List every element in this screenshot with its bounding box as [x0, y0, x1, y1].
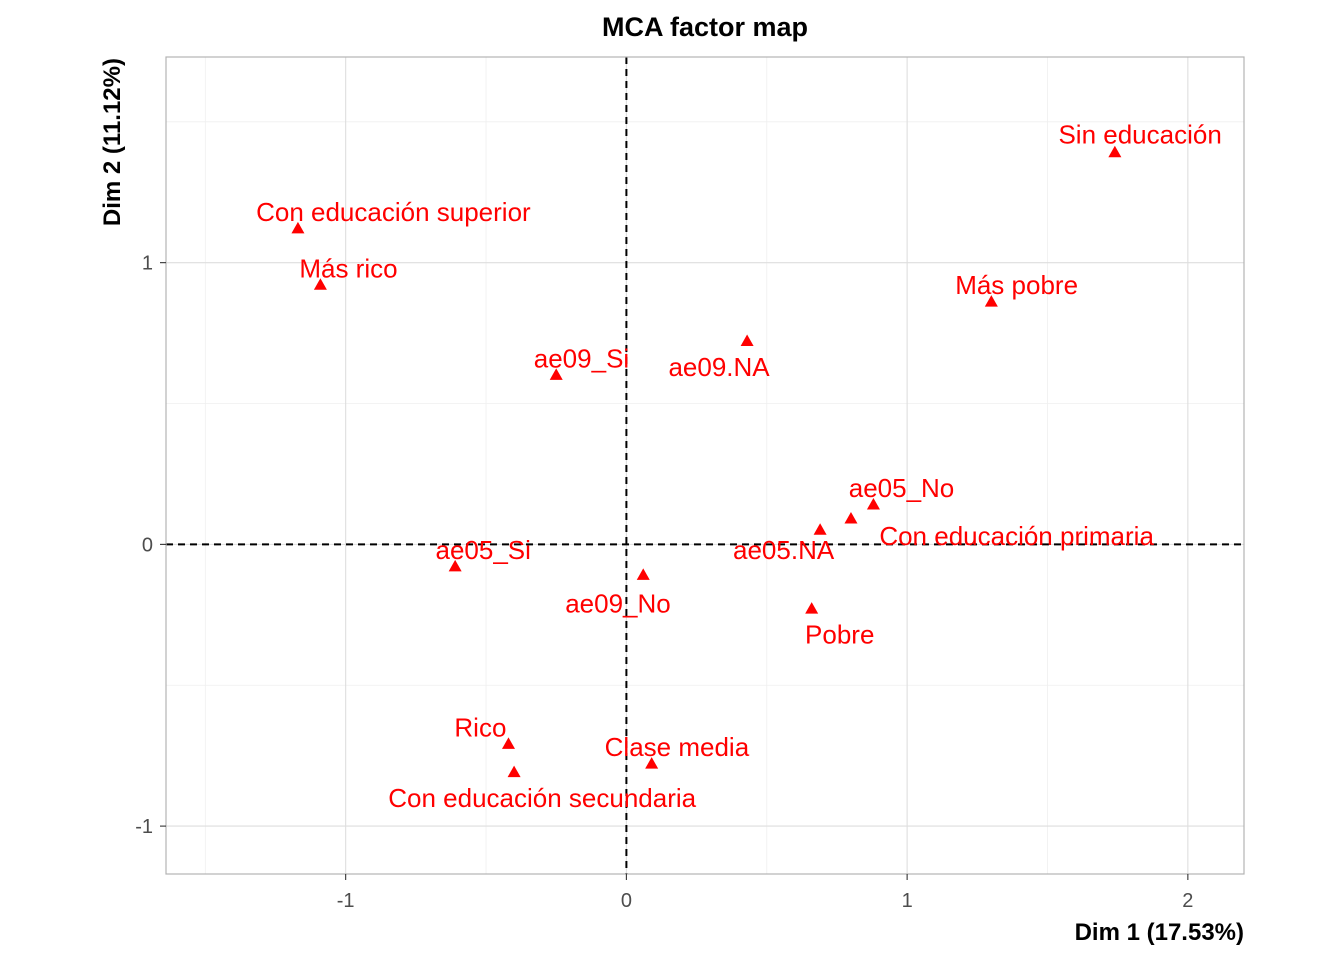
- data-point-label: Pobre: [805, 620, 874, 650]
- data-point-label: ae09.NA: [668, 352, 770, 382]
- data-point-label: ae09_No: [565, 589, 671, 619]
- data-point-marker: [549, 368, 563, 380]
- y-tick-label: 0: [142, 534, 153, 556]
- data-point-label: ae09_Si: [534, 343, 629, 373]
- x-tick-label: -1: [337, 890, 355, 912]
- x-tick-label: 0: [621, 890, 632, 912]
- data-point-marker: [1108, 145, 1122, 158]
- data-point-label: Más rico: [299, 253, 397, 283]
- data-point-label: Rico: [454, 713, 506, 743]
- data-point-marker: [813, 523, 827, 535]
- data-point-label: Sin educación: [1058, 119, 1221, 149]
- reference-lines: [166, 57, 1244, 874]
- y-tick-label: -1: [135, 816, 153, 838]
- x-axis-title: Dim 1 (17.53%): [1075, 919, 1244, 946]
- data-point-label: ae05_No: [849, 473, 955, 503]
- data-point-marker: [645, 757, 659, 769]
- data-point-label: Con educación primaria: [879, 521, 1154, 551]
- data-point-marker: [448, 559, 462, 572]
- data-point-marker: [844, 512, 858, 524]
- y-tick-label: 1: [142, 253, 153, 275]
- data-point-marker: [636, 568, 650, 580]
- data-point-marker: [507, 765, 521, 778]
- data-point-label: ae05_Si: [436, 535, 531, 565]
- data-point-marker: [291, 221, 305, 234]
- x-tick-label: 1: [902, 890, 913, 912]
- data-points: Sin educación Con educación superior Más r…: [256, 119, 1222, 812]
- data-point-marker: [313, 278, 327, 290]
- chart-title: MCA factor map: [602, 12, 808, 42]
- axis-ticks: -1 0 1 2 -1 0 1: [135, 253, 1193, 912]
- data-point-label: Con educación secundaria: [388, 783, 696, 813]
- y-axis-title: Dim 2 (11.12%): [99, 58, 126, 226]
- data-point-marker: [805, 602, 819, 614]
- data-point-label: ae05.NA: [733, 535, 835, 565]
- x-tick-label: 2: [1182, 890, 1193, 912]
- data-point-marker: [866, 497, 880, 510]
- plot-panel-border: [165, 56, 1245, 875]
- data-point-marker: [501, 737, 515, 749]
- data-point-marker: [740, 334, 754, 347]
- data-point-label: Clase media: [605, 732, 750, 762]
- data-point-label: Con educación superior: [256, 197, 531, 227]
- data-point-label: Más pobre: [955, 270, 1078, 300]
- grid: [166, 57, 1244, 874]
- data-point-marker: [984, 295, 998, 307]
